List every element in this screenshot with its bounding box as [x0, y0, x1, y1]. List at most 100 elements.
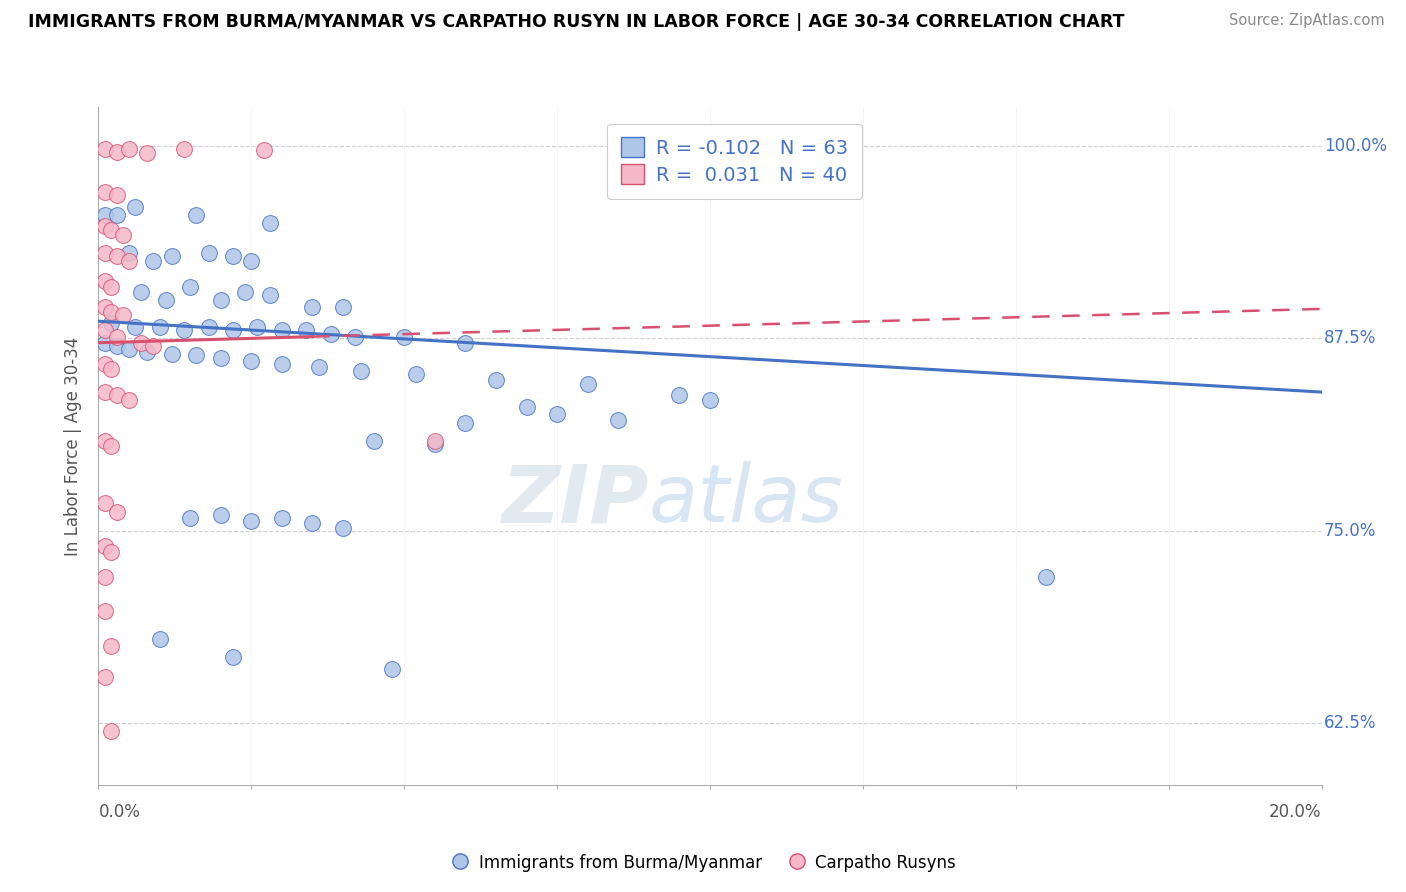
- Point: [454, 416, 477, 430]
- Point: [546, 407, 568, 421]
- Point: [209, 293, 232, 307]
- Point: [100, 280, 122, 294]
- Point: [149, 632, 172, 646]
- Point: [111, 227, 134, 242]
- Point: [149, 320, 172, 334]
- Point: [240, 254, 263, 268]
- Point: [105, 208, 128, 222]
- Point: [405, 367, 427, 381]
- Text: 20.0%: 20.0%: [1270, 804, 1322, 822]
- Point: [173, 323, 195, 337]
- Point: [197, 320, 219, 334]
- Point: [392, 329, 416, 343]
- Point: [344, 329, 367, 343]
- Y-axis label: In Labor Force | Age 30-34: In Labor Force | Age 30-34: [65, 336, 83, 556]
- Point: [105, 250, 128, 264]
- Point: [136, 146, 159, 161]
- Point: [699, 392, 721, 407]
- Point: [259, 288, 281, 302]
- Point: [197, 246, 219, 260]
- Point: [270, 511, 292, 525]
- Point: [270, 357, 292, 371]
- Text: atlas: atlas: [648, 461, 844, 540]
- Text: 87.5%: 87.5%: [1324, 329, 1376, 347]
- Point: [93, 357, 115, 371]
- Point: [160, 250, 183, 264]
- Text: ZIP: ZIP: [502, 461, 648, 540]
- Point: [454, 335, 477, 350]
- Point: [186, 348, 208, 362]
- Point: [301, 301, 323, 315]
- Point: [173, 142, 195, 156]
- Point: [246, 320, 269, 334]
- Point: [179, 280, 201, 294]
- Point: [363, 434, 385, 449]
- Point: [124, 320, 146, 334]
- Point: [240, 354, 263, 368]
- Text: 62.5%: 62.5%: [1324, 714, 1376, 732]
- Point: [332, 521, 354, 535]
- Point: [129, 335, 152, 350]
- Point: [93, 335, 115, 350]
- Point: [93, 142, 115, 156]
- Point: [93, 274, 115, 288]
- Point: [93, 246, 115, 260]
- Point: [93, 434, 115, 449]
- Point: [100, 545, 122, 559]
- Point: [160, 346, 183, 360]
- Point: [100, 305, 122, 319]
- Text: 75.0%: 75.0%: [1324, 522, 1376, 540]
- Point: [105, 505, 128, 519]
- Point: [100, 640, 122, 654]
- Point: [295, 323, 318, 337]
- Point: [350, 363, 373, 377]
- Point: [105, 145, 128, 159]
- Point: [118, 254, 141, 268]
- Point: [240, 515, 263, 529]
- Point: [209, 508, 232, 523]
- Point: [93, 496, 115, 510]
- Text: IMMIGRANTS FROM BURMA/MYANMAR VS CARPATHO RUSYN IN LABOR FORCE | AGE 30-34 CORRE: IMMIGRANTS FROM BURMA/MYANMAR VS CARPATH…: [28, 13, 1125, 31]
- Point: [124, 200, 146, 214]
- Point: [93, 539, 115, 553]
- Point: [319, 326, 342, 341]
- Point: [93, 208, 115, 222]
- Point: [93, 219, 115, 233]
- Point: [668, 388, 690, 402]
- Point: [111, 308, 134, 322]
- Point: [301, 516, 323, 530]
- Point: [222, 323, 245, 337]
- Point: [118, 392, 141, 407]
- Point: [155, 293, 177, 307]
- Point: [209, 351, 232, 366]
- Point: [270, 323, 292, 337]
- Point: [93, 670, 115, 684]
- Point: [576, 377, 599, 392]
- Point: [118, 246, 141, 260]
- Point: [516, 401, 538, 415]
- Point: [93, 604, 115, 618]
- Point: [100, 223, 122, 237]
- Point: [142, 339, 165, 353]
- Point: [136, 345, 159, 359]
- Legend: R = -0.102   N = 63, R =  0.031   N = 40: R = -0.102 N = 63, R = 0.031 N = 40: [607, 123, 862, 199]
- Point: [252, 143, 274, 157]
- Point: [186, 208, 208, 222]
- Text: Source: ZipAtlas.com: Source: ZipAtlas.com: [1229, 13, 1385, 29]
- Point: [100, 316, 122, 330]
- Point: [105, 339, 128, 353]
- Point: [100, 439, 122, 453]
- Point: [105, 388, 128, 402]
- Point: [233, 285, 256, 299]
- Point: [259, 216, 281, 230]
- Point: [105, 329, 128, 343]
- Point: [381, 662, 404, 676]
- Point: [93, 323, 115, 337]
- Point: [332, 301, 354, 315]
- Point: [179, 511, 201, 525]
- Point: [485, 373, 508, 387]
- Point: [93, 301, 115, 315]
- Point: [105, 187, 128, 202]
- Point: [118, 142, 141, 156]
- Legend: Immigrants from Burma/Myanmar, Carpatho Rusyns: Immigrants from Burma/Myanmar, Carpatho …: [443, 847, 963, 880]
